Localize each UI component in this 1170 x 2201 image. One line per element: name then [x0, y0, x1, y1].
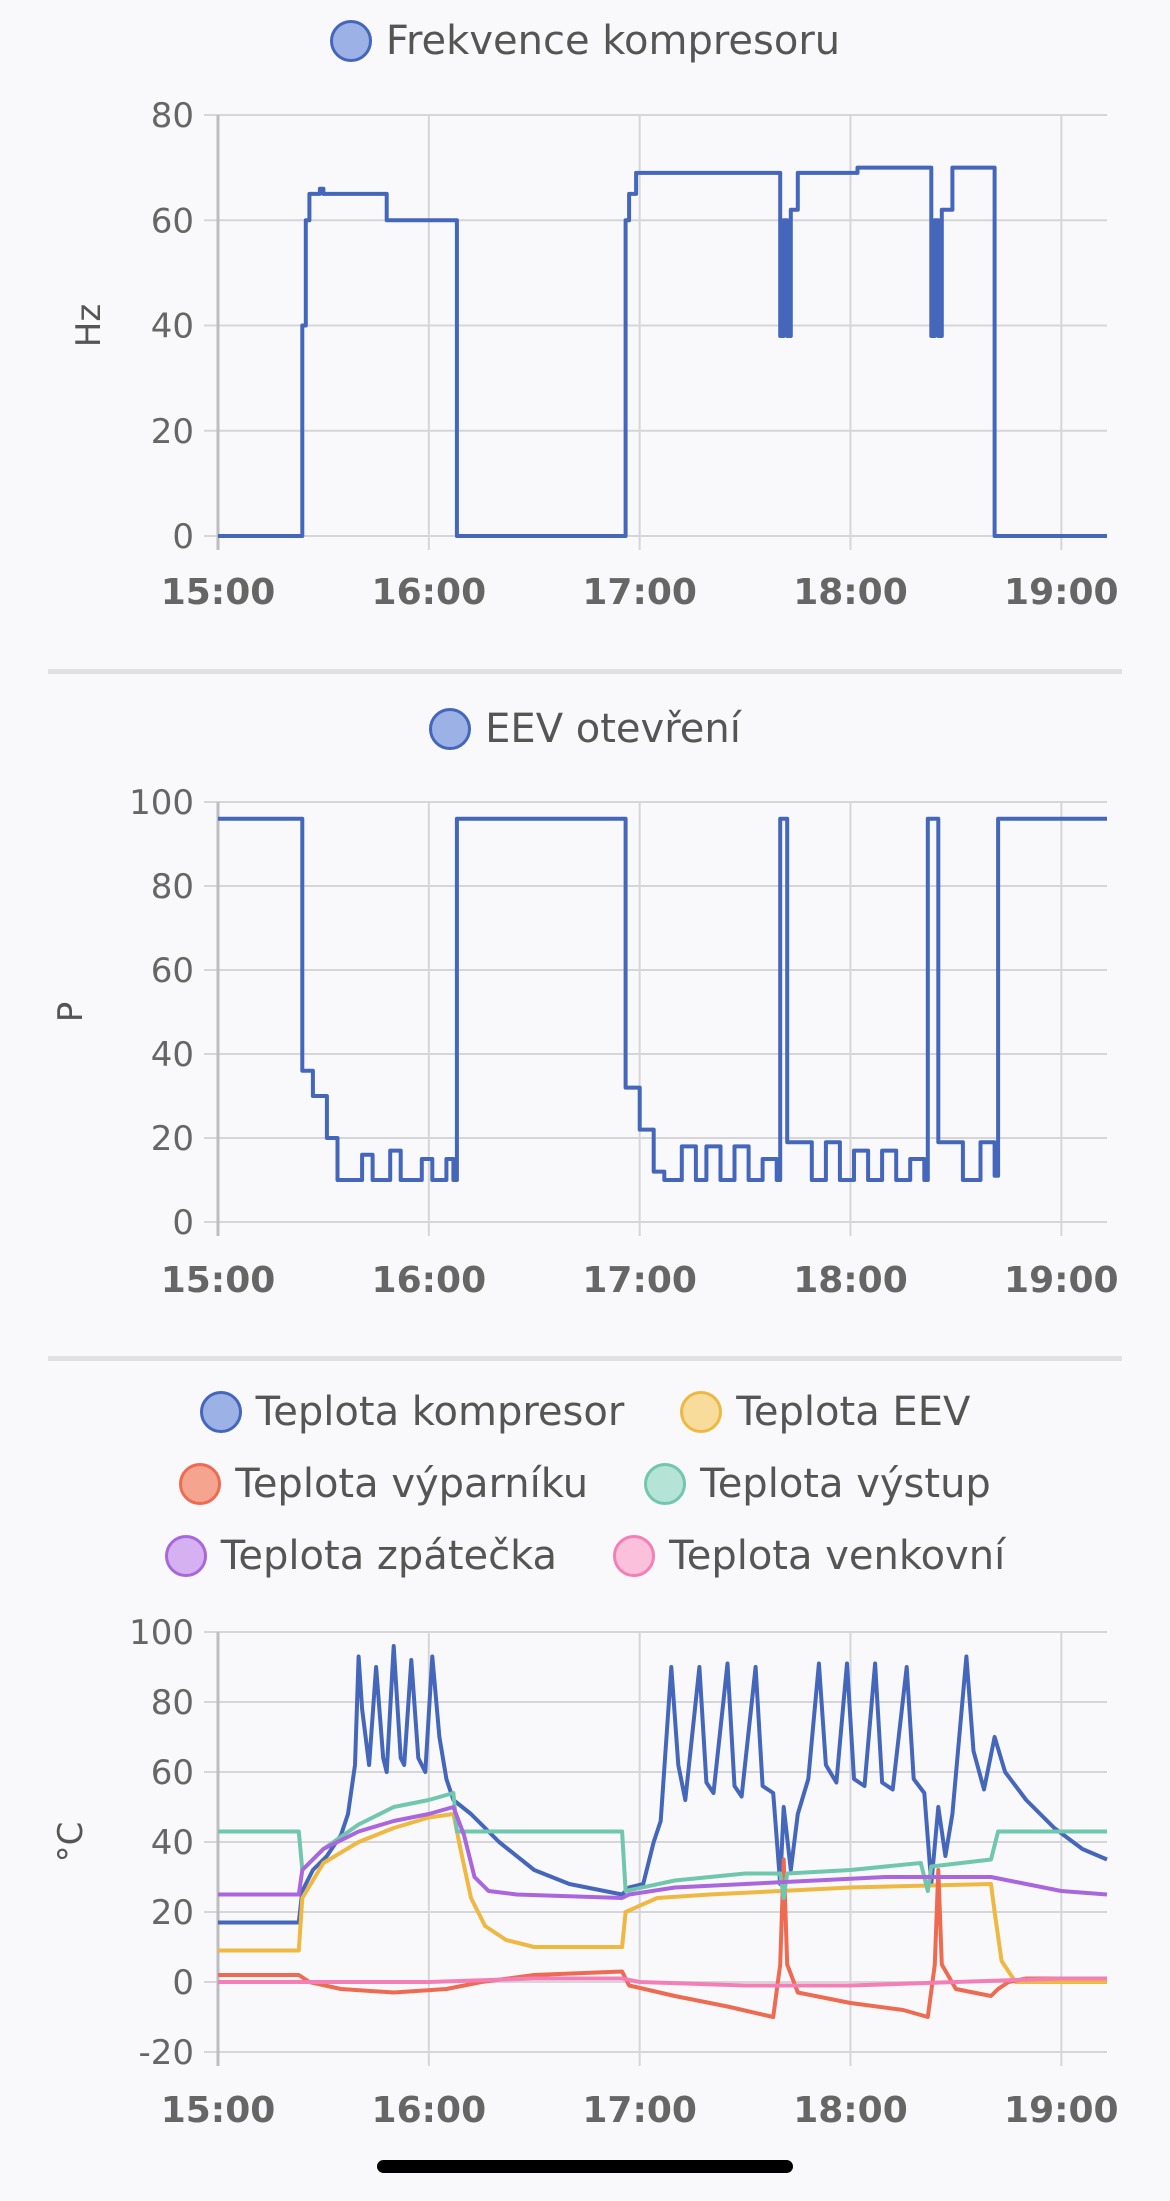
legend-label: EEV otevření	[485, 706, 741, 752]
x-tick-label: 15:00	[161, 2090, 276, 2131]
y-tick-label: 80	[151, 96, 194, 136]
series-line-3[interactable]	[218, 1857, 1107, 2019]
y-tick-label: 60	[151, 201, 194, 241]
legend-item[interactable]: Teplota výparníku	[179, 1461, 588, 1507]
legend-item[interactable]: EEV otevření	[429, 706, 741, 752]
legend-temperatures-row-2: Teplota výparníku Teplota výstup	[0, 1461, 1170, 1507]
y-tick-label: 20	[151, 1893, 194, 1933]
legend-item[interactable]: Teplota kompresor	[199, 1389, 625, 1435]
legend-temperatures-row-3: Teplota zpátečka Teplota venkovní	[0, 1533, 1170, 1579]
y-tick-label: 0	[172, 517, 194, 557]
legend-label: Teplota výparníku	[235, 1461, 589, 1507]
divider	[48, 1356, 1122, 1361]
legend-swatch-icon	[680, 1391, 723, 1433]
y-tick-label: 100	[129, 783, 194, 823]
series-line-1[interactable]	[218, 165, 1107, 538]
x-tick-label: 18:00	[793, 2090, 908, 2131]
compressor-frequency-chart: 0 20 40 60 80 15:00 16:00 17:00 18:00 19:00 Hz	[69, 96, 1119, 613]
legend-label: Teplota venkovní	[669, 1533, 1006, 1579]
series-line-4[interactable]	[218, 1791, 1107, 1900]
x-tick-label: 15:00	[161, 572, 276, 613]
legend-label: Teplota zpátečka	[220, 1533, 558, 1579]
legend-swatch-icon	[329, 20, 372, 62]
y-tick-label: 40	[151, 307, 194, 347]
y-tick-label: 60	[151, 1753, 194, 1793]
x-tick-label: 19:00	[1004, 2090, 1119, 2131]
legend-temperatures-row-1: Teplota kompresor Teplota EEV	[0, 1389, 1170, 1435]
series-line-1[interactable]	[218, 816, 1107, 1182]
legend-swatch-icon	[429, 708, 472, 750]
divider	[48, 669, 1122, 674]
x-tick-label: 17:00	[582, 572, 697, 613]
temperatures-chart: -20 0 20 40 60 80 100 15:00 16:00 17:00 18:00 19:00…	[51, 1613, 1119, 2131]
y-tick-label: 0	[172, 1203, 194, 1243]
y-tick-label: 60	[151, 951, 194, 991]
legend-swatch-icon	[613, 1535, 656, 1577]
legend-label: Frekvence kompresoru	[385, 18, 841, 64]
legend-swatch-icon	[199, 1391, 242, 1433]
legend-item[interactable]: Teplota výstup	[644, 1461, 991, 1507]
x-tick-label: 18:00	[793, 572, 908, 613]
series-line-1[interactable]	[218, 1644, 1108, 1925]
series-line-6[interactable]	[218, 1976, 1107, 1988]
x-tick-label: 19:00	[1004, 572, 1119, 613]
legend-label: Teplota EEV	[736, 1389, 971, 1435]
legend-item[interactable]: Frekvence kompresoru	[329, 18, 841, 64]
eev-opening-chart: 0 20 40 60 80 100 15:00 16:00 17:00 18:00 19:00 P	[51, 783, 1119, 1301]
legend-item[interactable]: Teplota EEV	[680, 1389, 970, 1435]
legend-label: Teplota výstup	[700, 1461, 991, 1507]
y-tick-label: 0	[172, 1963, 194, 2003]
x-tick-label: 16:00	[372, 1260, 487, 1301]
series-line-2[interactable]	[218, 1812, 1107, 1984]
series-line-5[interactable]	[218, 1805, 1108, 1900]
legend-compressor-frequency: Frekvence kompresoru	[0, 18, 1170, 64]
y-axis-label: °C	[51, 1822, 91, 1863]
x-tick-label: 15:00	[161, 1260, 276, 1301]
y-tick-label: 80	[151, 867, 194, 907]
x-tick-label: 19:00	[1004, 1260, 1119, 1301]
legend-item[interactable]: Teplota zpátečka	[164, 1533, 558, 1579]
y-tick-label: 80	[151, 1683, 194, 1723]
y-tick-label: 20	[151, 412, 194, 452]
legend-swatch-icon	[644, 1463, 687, 1505]
y-axis-label: P	[51, 1002, 91, 1023]
y-tick-label: 20	[151, 1119, 194, 1159]
x-tick-label: 16:00	[372, 2090, 487, 2131]
y-tick-label: -20	[138, 2033, 194, 2073]
legend-swatch-icon	[164, 1535, 207, 1577]
x-tick-label: 18:00	[793, 1260, 908, 1301]
y-tick-label: 40	[151, 1823, 194, 1863]
legend-swatch-icon	[179, 1463, 222, 1505]
x-tick-label: 16:00	[372, 572, 487, 613]
x-tick-label: 17:00	[582, 2090, 697, 2131]
x-tick-label: 17:00	[582, 1260, 697, 1301]
legend-eev-opening: EEV otevření	[0, 706, 1170, 752]
y-axis-label: Hz	[69, 304, 109, 347]
y-tick-label: 40	[151, 1035, 194, 1075]
home-indicator[interactable]	[377, 2160, 793, 2173]
legend-item[interactable]: Teplota venkovní	[613, 1533, 1005, 1579]
legend-label: Teplota kompresor	[255, 1389, 625, 1435]
y-tick-label: 100	[129, 1613, 194, 1653]
